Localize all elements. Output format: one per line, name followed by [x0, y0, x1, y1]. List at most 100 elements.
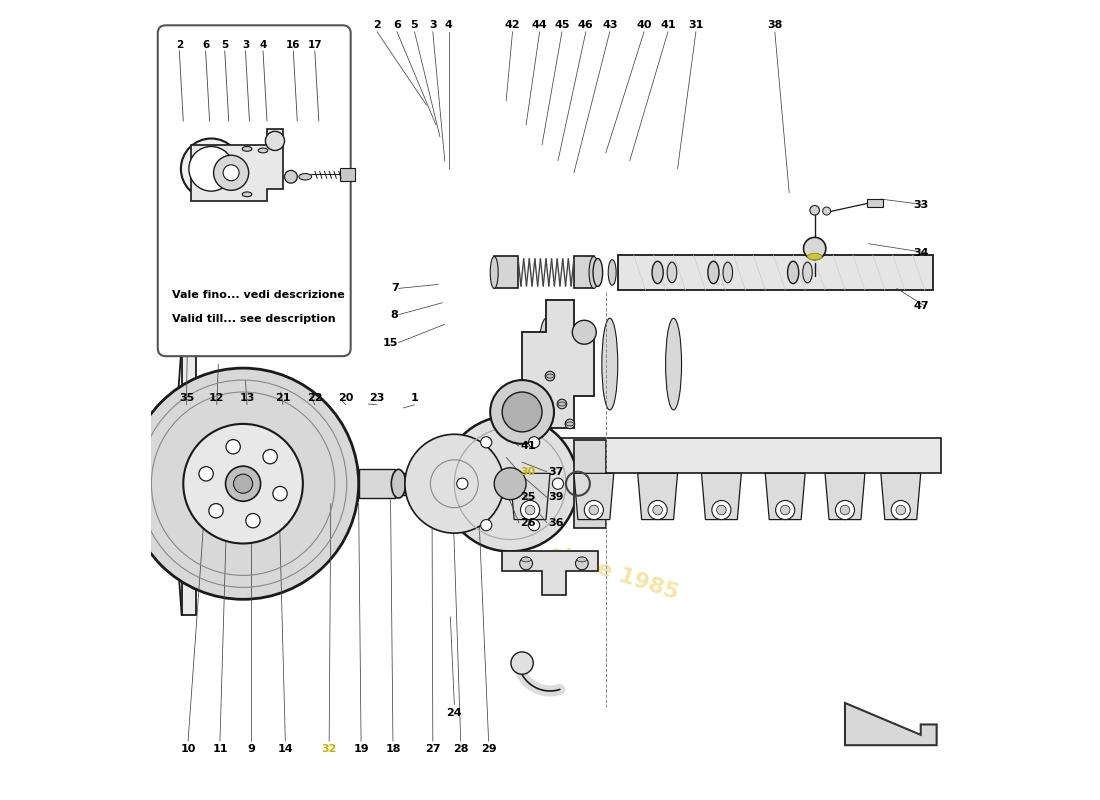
Text: 14: 14 — [277, 744, 293, 754]
Text: 47: 47 — [913, 301, 928, 311]
Circle shape — [209, 503, 223, 518]
Text: 6: 6 — [393, 20, 400, 30]
Ellipse shape — [723, 262, 733, 283]
Bar — [118, 481, 123, 487]
Circle shape — [823, 207, 830, 215]
Text: 26: 26 — [520, 518, 536, 528]
Polygon shape — [510, 474, 550, 519]
Text: 41: 41 — [520, 442, 536, 451]
Text: 16: 16 — [286, 40, 300, 50]
Circle shape — [223, 165, 239, 181]
Bar — [124, 513, 130, 518]
Text: 17: 17 — [308, 40, 322, 50]
Text: 22: 22 — [307, 394, 322, 403]
Text: 43: 43 — [602, 20, 617, 30]
FancyBboxPatch shape — [157, 26, 351, 356]
Text: 6: 6 — [202, 40, 209, 50]
Text: 19: 19 — [353, 744, 369, 754]
Text: 33: 33 — [913, 200, 928, 210]
Circle shape — [226, 439, 240, 454]
Polygon shape — [766, 474, 805, 519]
Bar — [111, 481, 117, 487]
Circle shape — [652, 506, 662, 515]
Ellipse shape — [668, 262, 676, 283]
Text: 29: 29 — [481, 744, 496, 754]
Text: 4: 4 — [444, 20, 453, 30]
Circle shape — [565, 419, 574, 429]
Ellipse shape — [578, 557, 586, 562]
Bar — [494, 257, 518, 288]
Circle shape — [503, 392, 542, 432]
Ellipse shape — [590, 257, 598, 288]
Bar — [124, 481, 130, 487]
Ellipse shape — [593, 258, 603, 286]
Circle shape — [233, 474, 253, 494]
Circle shape — [776, 501, 794, 519]
Text: 3: 3 — [429, 20, 437, 30]
Text: 37: 37 — [549, 466, 564, 477]
Text: 2: 2 — [373, 20, 381, 30]
Circle shape — [226, 466, 261, 502]
Text: 44: 44 — [531, 20, 548, 30]
Bar — [118, 449, 123, 455]
Ellipse shape — [807, 254, 822, 260]
Text: 13: 13 — [240, 394, 255, 403]
Circle shape — [189, 146, 233, 191]
Circle shape — [572, 320, 596, 344]
Text: 45: 45 — [554, 20, 570, 30]
Ellipse shape — [258, 148, 267, 153]
Ellipse shape — [602, 318, 618, 410]
Circle shape — [528, 437, 540, 448]
Bar — [867, 199, 883, 207]
Circle shape — [456, 478, 468, 490]
Bar — [618, 255, 933, 290]
Circle shape — [590, 506, 598, 515]
Text: 36: 36 — [549, 518, 564, 528]
Ellipse shape — [392, 470, 406, 498]
Circle shape — [199, 466, 213, 481]
Bar — [340, 168, 354, 181]
Text: 5: 5 — [221, 40, 229, 50]
Text: 15: 15 — [383, 338, 398, 347]
Ellipse shape — [538, 318, 554, 410]
Circle shape — [648, 501, 668, 519]
Polygon shape — [191, 129, 283, 201]
Text: 35: 35 — [179, 394, 194, 403]
Bar — [494, 438, 940, 474]
Circle shape — [520, 501, 540, 519]
Text: 40: 40 — [636, 20, 652, 30]
Circle shape — [263, 450, 277, 464]
Text: 46: 46 — [578, 20, 594, 30]
Text: 4: 4 — [260, 40, 266, 50]
Bar — [574, 440, 606, 527]
Circle shape — [180, 138, 242, 199]
Ellipse shape — [788, 262, 799, 284]
Circle shape — [494, 468, 526, 500]
Bar — [118, 513, 123, 518]
Text: since 1985: since 1985 — [547, 542, 681, 603]
Bar — [124, 449, 130, 455]
Ellipse shape — [521, 557, 531, 562]
Circle shape — [552, 478, 563, 490]
Text: 11: 11 — [212, 744, 228, 754]
Ellipse shape — [652, 262, 663, 284]
Text: 39: 39 — [549, 492, 564, 502]
Bar — [574, 257, 594, 288]
Text: 41: 41 — [660, 20, 675, 30]
Circle shape — [780, 506, 790, 515]
Text: 1: 1 — [410, 394, 418, 403]
Circle shape — [526, 506, 535, 515]
Text: 25: 25 — [520, 492, 536, 502]
Text: Vale fino... vedi descrizione: Vale fino... vedi descrizione — [172, 290, 345, 300]
Circle shape — [442, 416, 578, 551]
Ellipse shape — [666, 318, 682, 410]
Circle shape — [273, 486, 287, 501]
Circle shape — [546, 371, 554, 381]
Circle shape — [558, 399, 566, 409]
Circle shape — [891, 501, 911, 519]
Circle shape — [184, 424, 302, 543]
Circle shape — [481, 519, 492, 530]
Text: 34: 34 — [913, 247, 928, 258]
Circle shape — [803, 238, 826, 260]
Circle shape — [481, 437, 492, 448]
